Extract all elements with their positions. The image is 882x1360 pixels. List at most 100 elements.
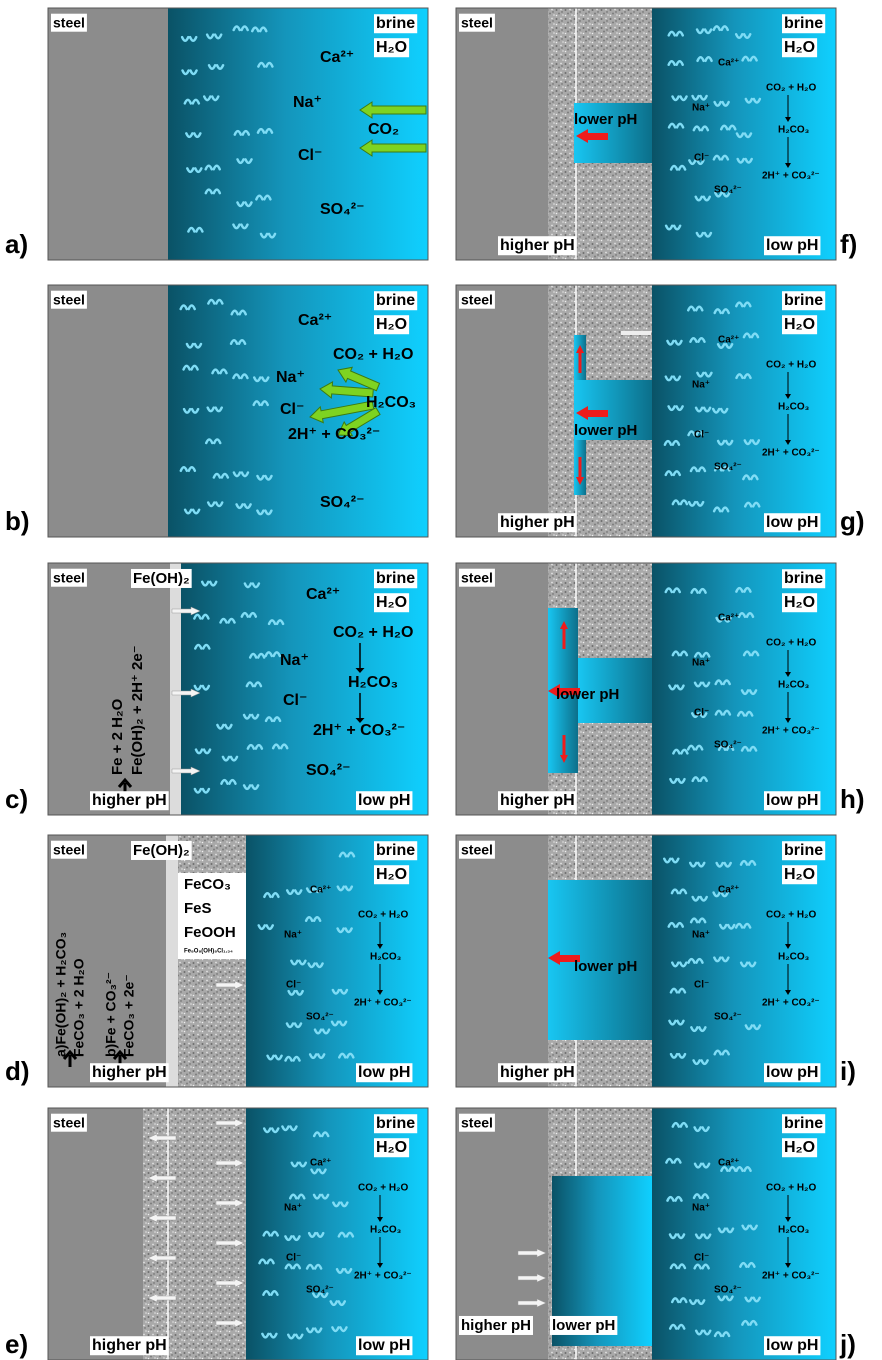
label-text: low pH	[766, 792, 818, 809]
label-text: Fe(OH)₂ + 2H⁺ 2e⁻	[129, 645, 146, 775]
label-text: CO₂ + H₂O	[766, 910, 817, 921]
label-text: brine	[376, 842, 415, 859]
label-text: 2H⁺ + CO₃²⁻	[762, 171, 820, 182]
label-text: H₂O	[784, 1139, 815, 1156]
label-text: 2H⁺ + CO₃²⁻	[762, 1271, 820, 1282]
label-text: lower pH	[574, 111, 637, 128]
label-text: SO₄²⁻	[320, 201, 365, 218]
label-text: SO₄²⁻	[714, 1012, 742, 1023]
label-text: Na⁺	[284, 1203, 302, 1214]
panel-label: d)	[5, 1056, 30, 1086]
label-text: higher pH	[92, 1064, 167, 1081]
label-text: CO₂ + H₂O	[333, 346, 413, 363]
panel: steelbrineH₂OCa²⁺Na⁺Cl⁻SO₄²⁻CO₂ + H₂OH₂C…	[456, 285, 836, 537]
label-text: 2H⁺ + CO₃²⁻	[354, 998, 412, 1009]
label-text: SO₄²⁻	[306, 1012, 334, 1023]
label-text: a)Fe(OH)₂ + H₂CO₃	[53, 932, 69, 1057]
label-text: 2H⁺ + CO₃²⁻	[762, 726, 820, 737]
panel-label: e)	[5, 1329, 28, 1359]
panel: steelbrineH₂OCa²⁺CO₂ + H₂ONa⁺H₂CO₃Cl⁻2H⁺…	[48, 285, 428, 537]
label-text: H₂O	[784, 594, 815, 611]
label-text: SO₄²⁻	[714, 185, 742, 196]
label-text: H₂CO₃	[778, 952, 810, 963]
label-text: SO₄²⁻	[320, 494, 365, 511]
label-text: brine	[376, 15, 415, 32]
label-text: Cl⁻	[298, 147, 322, 164]
label-text: 2H⁺ + CO₃²⁻	[354, 1271, 412, 1282]
panel-label: i)	[840, 1056, 856, 1086]
hydroxide-layer	[170, 563, 181, 815]
label-text: higher pH	[92, 1337, 167, 1354]
label-text: brine	[784, 570, 823, 587]
panel-label: c)	[5, 784, 28, 814]
label-text: H₂O	[376, 39, 407, 56]
label-text: Fe + 2 H₂O	[109, 698, 126, 775]
label-text: Ca²⁺	[718, 1158, 739, 1169]
panel-label: a)	[5, 229, 28, 259]
label-text: FeCO₃	[184, 876, 231, 893]
label-text: higher pH	[500, 237, 575, 254]
label-text: H₂O	[376, 1139, 407, 1156]
label-text: H₂CO₃	[778, 402, 810, 413]
panel-label: j)	[839, 1329, 856, 1359]
panel: steelbrineH₂OCa²⁺Na⁺Cl⁻SO₄²⁻CO₂ + H₂OH₂C…	[456, 563, 836, 815]
label-text: Na⁺	[692, 380, 710, 391]
label-text: H₂O	[376, 316, 407, 333]
steel	[456, 835, 548, 1087]
corrosion-scale	[178, 835, 246, 1087]
label-text: steel	[53, 15, 85, 31]
label-text: higher pH	[500, 792, 575, 809]
steel	[456, 8, 548, 260]
label-text: lower pH	[574, 422, 637, 439]
label-text: low pH	[766, 237, 818, 254]
label-text: SO₄²⁻	[714, 740, 742, 751]
label-text: H₂O	[376, 594, 407, 611]
label-text: brine	[784, 15, 823, 32]
label-text: steel	[461, 1115, 493, 1131]
label-text: b)Fe + CO₃²⁻	[103, 972, 119, 1057]
panel-label: h)	[840, 784, 865, 814]
label-text: low pH	[358, 1064, 410, 1081]
label-text: CO₂ + H₂O	[766, 360, 817, 371]
label-text: higher pH	[92, 792, 167, 809]
label-text: FeS	[184, 900, 212, 917]
label-text: brine	[784, 842, 823, 859]
label-text: higher pH	[500, 1064, 575, 1081]
label-text: lower pH	[574, 958, 637, 975]
panel-label: b)	[5, 506, 30, 536]
steel	[48, 285, 168, 537]
figure: steelbrineH₂OCa²⁺Na⁺CO₂Cl⁻SO₄²⁻a)steelbr…	[0, 0, 882, 1360]
label-text: H₂O	[376, 866, 407, 883]
label-text: low pH	[358, 792, 410, 809]
label-text: Cl⁻	[286, 1253, 301, 1264]
steel	[456, 563, 548, 815]
steel	[48, 1108, 143, 1360]
label-text: CO₂ + H₂O	[358, 1183, 409, 1194]
label-text: steel	[53, 1115, 85, 1131]
panel: steelbrineH₂OCa²⁺Na⁺CO₂Cl⁻SO₄²⁻	[48, 8, 428, 260]
label-text: Cl⁻	[694, 430, 709, 441]
label-text: H₂CO₃	[370, 952, 402, 963]
label-text: Na⁺	[692, 103, 710, 114]
label-text: Cl⁻	[280, 401, 304, 418]
label-text: low pH	[358, 1337, 410, 1354]
label-text: Ca²⁺	[306, 586, 340, 603]
panel: steelbrineH₂OCa²⁺Na⁺Cl⁻SO₄²⁻CO₂ + H₂OH₂C…	[456, 8, 836, 260]
label-text: Na⁺	[692, 658, 710, 669]
label-text: low pH	[766, 1064, 818, 1081]
panel: steelbrineH₂OCa²⁺Na⁺Cl⁻SO₄²⁻CO₂ + H₂OH₂C…	[48, 1108, 428, 1360]
label-text: H₂O	[784, 866, 815, 883]
label-text: Na⁺	[280, 652, 309, 669]
label-text: steel	[461, 292, 493, 308]
label-text: Cl⁻	[694, 980, 709, 991]
hydroxide-layer	[166, 835, 178, 1087]
label-text: higher pH	[461, 1317, 531, 1334]
label-text: FeCO₃ + 2 H₂O	[71, 958, 87, 1057]
label-text: 2H⁺ + CO₃²⁻	[288, 426, 380, 443]
label-text: brine	[376, 292, 415, 309]
label-text: SO₄²⁻	[306, 1285, 334, 1296]
label-text: Fe₈O₈(OH)₈Cl₁.₃₄	[184, 949, 233, 955]
label-text: H₂CO₃	[778, 1225, 810, 1236]
label-text: SO₄²⁻	[714, 1285, 742, 1296]
label-text: steel	[53, 570, 85, 586]
